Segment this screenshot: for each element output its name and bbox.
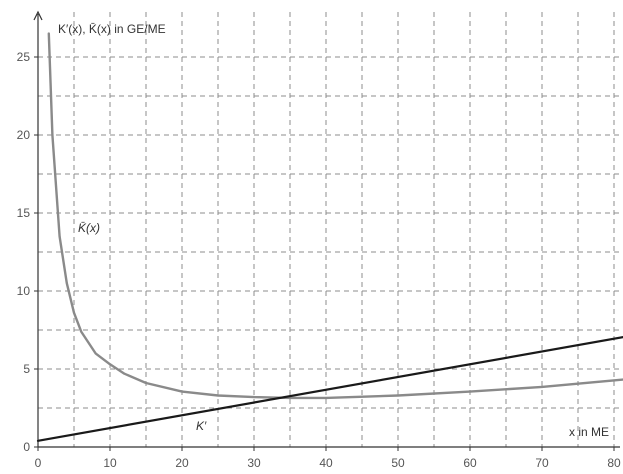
series-line-average-cost	[47, 32, 623, 400]
series-line-marginal-cost	[36, 336, 623, 442]
series-label-average-cost: K̄(x)	[78, 221, 100, 235]
series-group	[36, 32, 623, 442]
x-tick-label: 40	[319, 456, 333, 470]
y-tick-label: 5	[23, 362, 30, 376]
axes	[33, 10, 620, 451]
x-tick-label: 20	[175, 456, 189, 470]
series-label-marginal-cost: K′	[196, 419, 207, 433]
x-tick-label: 10	[103, 456, 117, 470]
x-tick-label: 30	[247, 456, 261, 470]
tick-labels: 0 10 20 30 40 50 60 70 80 0 5 10 15 20 25	[17, 50, 621, 470]
x-tick-label: 70	[535, 456, 549, 470]
x-tick-label: 0	[35, 456, 42, 470]
y-axis-label: K′(x), K̄(x) in GE/ME	[58, 22, 166, 36]
y-tick-label: 20	[17, 128, 31, 142]
x-axis-label: x in ME	[569, 425, 609, 439]
x-tick-label: 60	[463, 456, 477, 470]
x-tick-label: 80	[607, 456, 621, 470]
x-tick-label: 50	[391, 456, 405, 470]
y-axis-arrow	[33, 10, 43, 21]
grid-lines	[38, 12, 620, 447]
y-tick-label: 0	[23, 440, 30, 454]
y-tick-label: 25	[17, 50, 31, 64]
y-tick-label: 10	[17, 284, 31, 298]
y-tick-label: 15	[17, 206, 31, 220]
